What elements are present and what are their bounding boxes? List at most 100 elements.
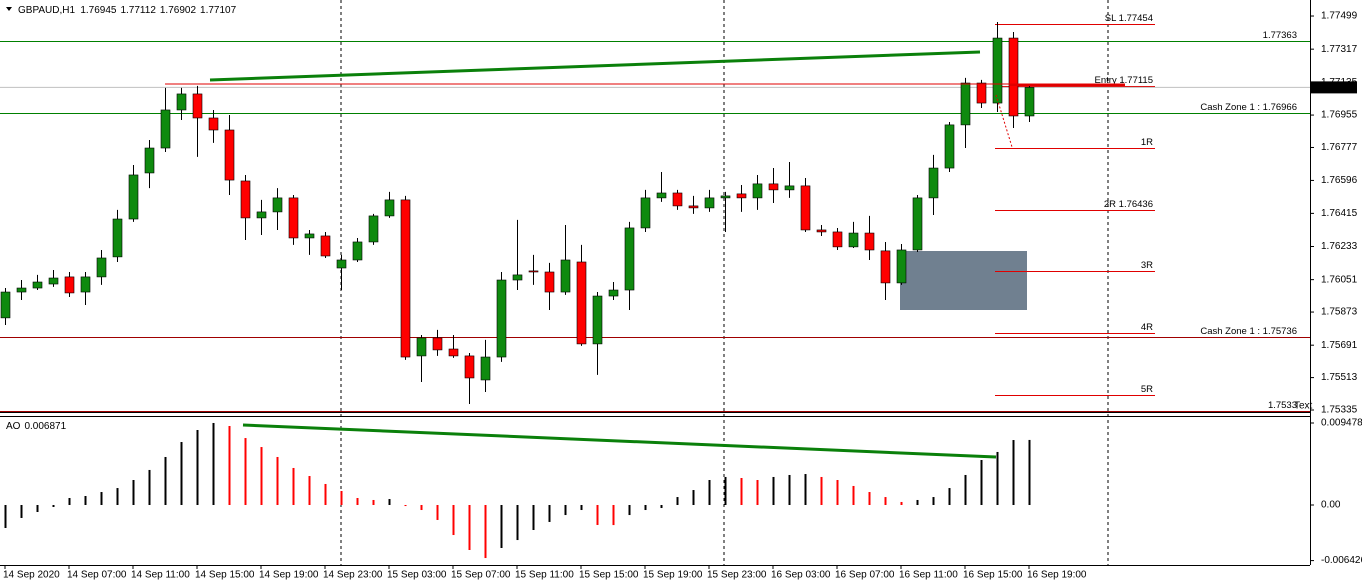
y-tick-label: 1.76777 <box>1321 142 1358 153</box>
candle-body <box>320 235 331 257</box>
level-label: 3R <box>1141 260 1153 271</box>
symbol: GBPAUD,H1 <box>18 5 75 16</box>
level-label: 5R <box>1141 384 1153 395</box>
candle-body <box>384 199 395 217</box>
y-tick-label: -0.006426 <box>1321 555 1362 566</box>
candle-body <box>96 257 107 278</box>
candle-body <box>400 199 411 358</box>
candle-body <box>816 229 827 233</box>
candle-body <box>112 218 123 258</box>
candle-body <box>624 227 635 291</box>
candle-body <box>672 192 683 207</box>
annotation: Text <box>1294 401 1313 412</box>
candle-body <box>608 289 619 297</box>
level-label: 1.77363 <box>1263 30 1297 41</box>
y-tick-label: 1.75513 <box>1321 372 1358 383</box>
candle-body <box>192 93 203 119</box>
candle-body <box>0 291 11 319</box>
candle-body <box>688 205 699 209</box>
candle-body <box>880 250 891 284</box>
candle-body <box>80 276 91 293</box>
candle-body <box>912 197 923 251</box>
y-tick-label: 1.76955 <box>1321 110 1358 121</box>
level-label: 4R <box>1141 322 1153 333</box>
ao-trend-line <box>242 423 997 459</box>
x-tick-label: 16 Sep 19:00 <box>1027 570 1087 581</box>
candle-body <box>464 355 475 379</box>
x-tick-label: 16 Sep 03:00 <box>771 570 831 581</box>
y-tick-label: 0.00 <box>1321 500 1341 511</box>
y-tick-label: 0.009478 <box>1321 418 1362 429</box>
y-tick-label: 1.75873 <box>1321 307 1358 318</box>
drawings <box>165 50 1125 459</box>
y-tick-label: 1.75691 <box>1321 340 1358 351</box>
zone-box <box>900 251 1027 310</box>
candle-body <box>1008 37 1019 117</box>
y-tick-label: 1.76051 <box>1321 274 1358 285</box>
menu-arrow[interactable] <box>6 7 12 11</box>
candle-body <box>704 197 715 209</box>
candle-body <box>928 167 939 199</box>
x-tick-label: 16 Sep 07:00 <box>835 570 895 581</box>
high-price: 1.77112 <box>120 5 156 16</box>
last-price-label: 1.77107 <box>1321 82 1358 93</box>
levels: 1.77363 Cash Zone 1 : 1.76966 Cash Zone 1 … <box>0 13 1310 412</box>
risk-line <box>995 94 1013 148</box>
candle-body <box>960 82 971 126</box>
candle-body <box>976 82 987 104</box>
x-tick-label: 14 Sep 15:00 <box>195 570 255 581</box>
x-tick-label: 16 Sep 11:00 <box>899 570 958 581</box>
x-tick-label: 15 Sep 19:00 <box>643 570 703 581</box>
candle-body <box>736 193 747 199</box>
x-tick-label: 15 Sep 23:00 <box>707 570 767 581</box>
candle-body <box>160 109 171 149</box>
level-label: 1.7533 <box>1268 400 1297 411</box>
candle-body <box>640 197 651 229</box>
candle-body <box>224 129 235 181</box>
open-price: 1.76945 <box>80 5 117 16</box>
y-tick-label: 1.76233 <box>1321 241 1358 252</box>
candle-body <box>16 287 27 293</box>
candle-body <box>64 276 75 294</box>
candle-body <box>560 259 571 293</box>
candle-body <box>240 180 251 219</box>
candle-body <box>208 117 219 131</box>
candle-body <box>368 215 379 243</box>
y-tick-label: 1.75335 <box>1321 405 1358 416</box>
ao-title: AO <box>6 421 21 432</box>
candle-body <box>176 93 187 111</box>
level-label: 2R 1.76436 <box>1104 199 1153 210</box>
candle-body <box>944 124 955 169</box>
candle-body <box>768 183 779 191</box>
x-tick-label: 14 Sep 07:00 <box>67 570 127 581</box>
candle-body <box>304 233 315 239</box>
candle-body <box>496 279 507 358</box>
candle-body <box>832 231 843 248</box>
candle-body <box>864 232 875 251</box>
candle-body <box>752 183 763 199</box>
candle-body <box>800 185 811 231</box>
candles <box>0 22 1035 559</box>
x-tick-label: 16 Sep 15:00 <box>963 570 1023 581</box>
candle-body <box>288 197 299 239</box>
candle-body <box>1024 87 1035 117</box>
candle-body <box>848 232 859 248</box>
trend-line <box>209 50 981 82</box>
candle-body <box>144 147 155 174</box>
ao-value: 0.006871 <box>24 421 66 432</box>
candle-body <box>256 211 267 219</box>
candle-body <box>512 274 523 281</box>
candle-body <box>992 37 1003 104</box>
x-tick-label: 14 Sep 19:00 <box>259 570 319 581</box>
candle-body <box>544 271 555 293</box>
level-label: Cash Zone 1 : 1.76966 <box>1200 102 1297 113</box>
candle-body <box>784 185 795 191</box>
candle-body <box>272 197 283 213</box>
level-label: Cash Zone 1 : 1.75736 <box>1200 326 1297 337</box>
candle-body <box>448 348 459 357</box>
level-label: SL 1.77454 <box>1105 13 1153 24</box>
candle-body <box>896 249 907 284</box>
x-tick-label: 15 Sep 11:00 <box>515 570 574 581</box>
